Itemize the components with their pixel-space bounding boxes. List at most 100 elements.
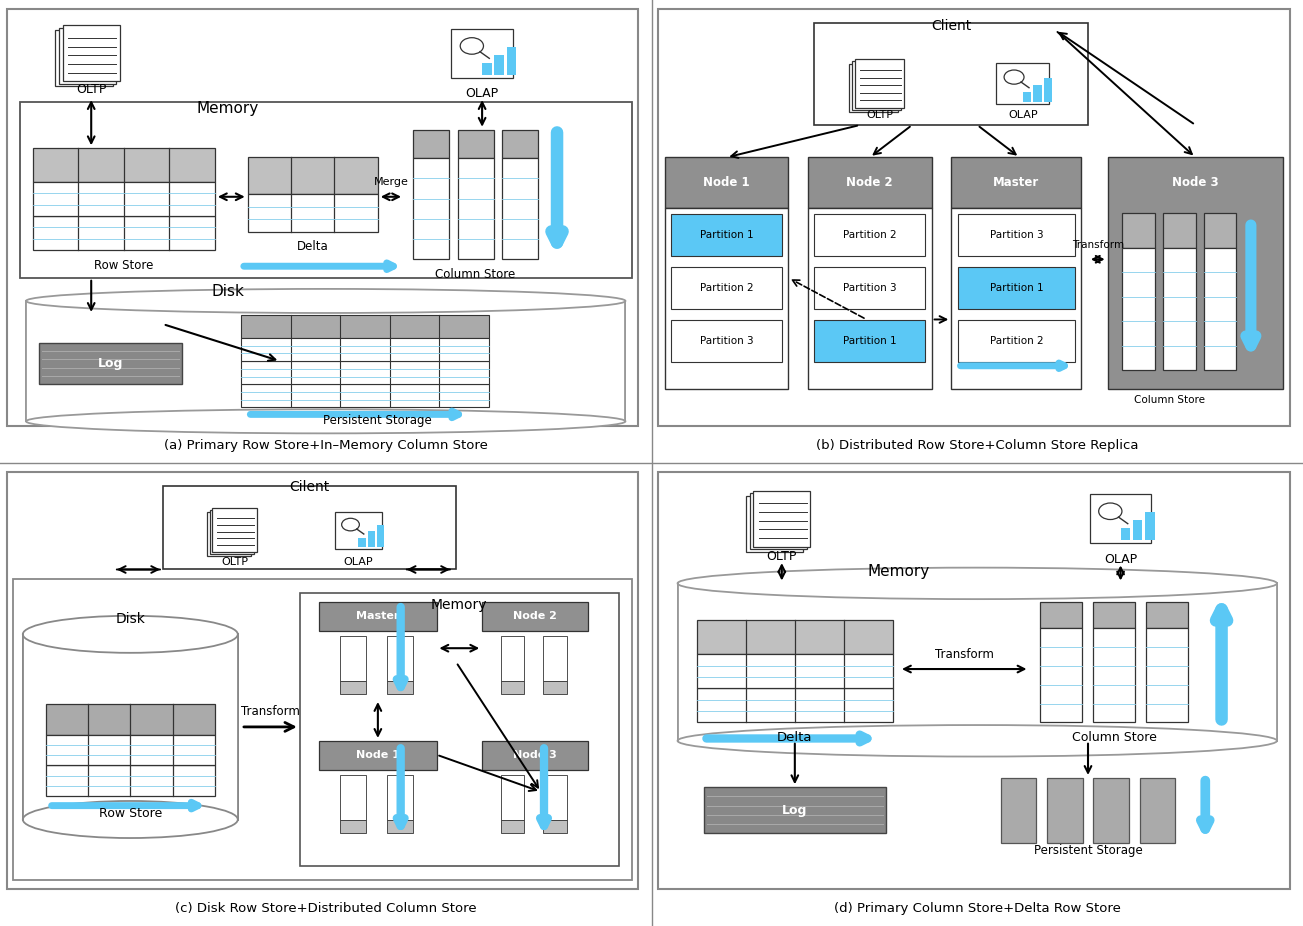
Bar: [207, 512, 251, 556]
Bar: [1093, 629, 1135, 722]
Bar: [13, 579, 632, 880]
Bar: [482, 741, 588, 770]
Bar: [1093, 602, 1135, 629]
Bar: [1162, 213, 1196, 247]
Bar: [20, 102, 632, 278]
Bar: [319, 741, 437, 770]
Bar: [377, 525, 384, 546]
Bar: [697, 688, 893, 722]
Bar: [1093, 778, 1128, 843]
Bar: [697, 655, 893, 688]
Bar: [1132, 520, 1143, 541]
Text: Partition 1: Partition 1: [843, 336, 896, 346]
Bar: [507, 47, 516, 75]
Bar: [808, 157, 932, 208]
Text: Partition 2: Partition 2: [843, 230, 896, 240]
Text: Node 2: Node 2: [513, 611, 556, 621]
Ellipse shape: [23, 801, 237, 838]
Text: Partition 1: Partition 1: [700, 230, 753, 240]
Text: OLTP: OLTP: [76, 82, 107, 95]
Text: Partition 3: Partition 3: [700, 336, 753, 346]
Text: OLTP: OLTP: [766, 550, 797, 563]
Text: Node 1: Node 1: [356, 750, 400, 760]
Bar: [26, 301, 625, 421]
Bar: [814, 319, 925, 362]
Text: Delta: Delta: [777, 731, 813, 744]
Text: (d) Primary Column Store+Delta Row Store: (d) Primary Column Store+Delta Row Store: [834, 902, 1121, 915]
Text: OLTP: OLTP: [866, 110, 893, 120]
Bar: [1108, 157, 1283, 389]
Bar: [387, 775, 413, 820]
Bar: [1122, 247, 1154, 370]
Bar: [46, 734, 215, 766]
Bar: [33, 182, 215, 216]
Text: Memory: Memory: [431, 598, 487, 612]
Bar: [494, 55, 504, 75]
Text: Master: Master: [356, 611, 400, 621]
Bar: [63, 25, 120, 81]
Bar: [457, 158, 494, 259]
Text: (b) Distributed Row Store+Column Store Replica: (b) Distributed Row Store+Column Store R…: [816, 439, 1139, 452]
Bar: [502, 820, 524, 832]
Bar: [1121, 528, 1130, 541]
Text: Client: Client: [932, 19, 971, 33]
Bar: [1122, 213, 1154, 247]
Bar: [340, 820, 366, 832]
Bar: [367, 532, 375, 546]
Text: Transform: Transform: [934, 648, 994, 661]
Bar: [319, 602, 437, 632]
Text: Delta: Delta: [297, 240, 328, 253]
Text: OLAP: OLAP: [1009, 110, 1037, 120]
Text: Persistent Storage: Persistent Storage: [1033, 845, 1143, 857]
Ellipse shape: [23, 616, 237, 653]
Bar: [1204, 247, 1237, 370]
Bar: [482, 602, 588, 632]
Bar: [46, 766, 215, 796]
Bar: [482, 63, 491, 75]
Bar: [1040, 629, 1083, 722]
Text: OLAP: OLAP: [1104, 553, 1138, 566]
Bar: [163, 486, 456, 569]
Bar: [1023, 92, 1031, 102]
Bar: [814, 23, 1088, 125]
Bar: [358, 537, 366, 546]
Bar: [1044, 78, 1053, 102]
Bar: [387, 681, 413, 694]
Text: Transform: Transform: [1071, 240, 1124, 250]
Bar: [300, 593, 619, 866]
Bar: [1162, 247, 1196, 370]
Text: Partition 3: Partition 3: [843, 283, 896, 293]
Bar: [665, 208, 788, 389]
Bar: [951, 157, 1081, 208]
Text: (c) Disk Row Store+Distributed Column Store: (c) Disk Row Store+Distributed Column St…: [175, 902, 477, 915]
Bar: [1033, 84, 1041, 102]
Bar: [848, 64, 898, 112]
Bar: [387, 636, 413, 681]
Circle shape: [341, 519, 360, 531]
Bar: [413, 158, 448, 259]
Bar: [503, 158, 538, 259]
Bar: [210, 510, 254, 554]
Ellipse shape: [678, 568, 1277, 599]
Bar: [958, 214, 1075, 257]
Bar: [951, 208, 1081, 389]
Bar: [958, 319, 1075, 362]
Bar: [671, 214, 782, 257]
Bar: [745, 495, 803, 552]
Bar: [543, 775, 567, 820]
Bar: [808, 208, 932, 389]
Text: OLAP: OLAP: [344, 557, 373, 567]
Bar: [814, 267, 925, 309]
Text: Log: Log: [782, 804, 808, 817]
Bar: [997, 63, 1049, 105]
Text: Node 2: Node 2: [847, 176, 893, 190]
Text: Log: Log: [98, 357, 124, 370]
Text: Column Store: Column Store: [1134, 394, 1205, 405]
Bar: [1048, 778, 1083, 843]
Bar: [23, 634, 237, 820]
Text: Cilent: Cilent: [289, 480, 330, 494]
Text: Merge: Merge: [374, 177, 408, 187]
Text: Disk: Disk: [116, 612, 145, 626]
Text: Partition 1: Partition 1: [989, 283, 1044, 293]
Bar: [671, 319, 782, 362]
